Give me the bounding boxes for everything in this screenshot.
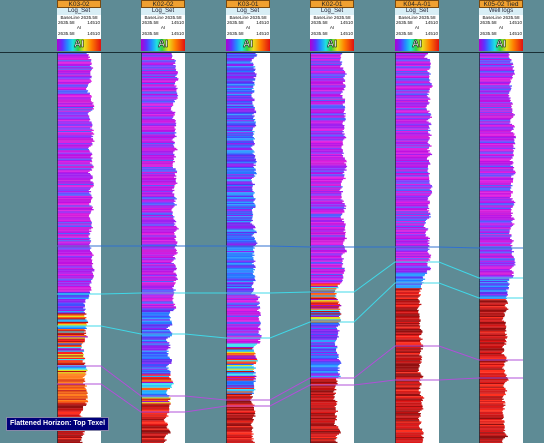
log-track: [395, 53, 439, 443]
horizon-line-cyan-lower[interactable]: [57, 282, 523, 339]
log-track: [141, 53, 185, 443]
baseline-label: BaseLine 2635.58: [60, 15, 98, 20]
scale-min: 2635.58: [311, 30, 328, 36]
log-track: [57, 53, 101, 443]
scale-max: 14510: [171, 30, 184, 36]
scale-max: 14510: [425, 30, 438, 36]
well-info: BaseLine 2635.58 2635.58 14510 AI 2635.58…: [310, 15, 354, 39]
well-info: BaseLine 2635.58 2635.58 14510 AI 2635.58…: [57, 15, 101, 39]
color-scale-bar: AI: [226, 39, 270, 51]
log-set-name: Well logs: [479, 8, 523, 15]
color-scale-bar: AI: [141, 39, 185, 51]
horizon-line-blue[interactable]: [57, 245, 523, 249]
scale-min: 2635.58: [58, 30, 75, 36]
range-min: 2635.58: [311, 20, 328, 26]
header-divider: [0, 52, 544, 53]
range-max: 14510: [256, 20, 269, 26]
range-max: 14510: [87, 20, 100, 26]
well-panel-k03-01[interactable]: K03-01 Log_Set BaseLine 2635.58 2635.58 1…: [226, 0, 270, 443]
baseline-label: BaseLine 2635.58: [398, 15, 436, 20]
log-set-name: Log_Set: [141, 8, 185, 15]
horizon-line-magenta-lower[interactable]: [57, 377, 523, 413]
well-name[interactable]: K03-02: [57, 0, 101, 8]
range-min: 2635.58: [58, 20, 75, 26]
well-info: BaseLine 2635.58 2635.58 14510 AI 2635.58…: [479, 15, 523, 39]
log-set-name: Log_Set: [310, 8, 354, 15]
range-max: 14510: [509, 20, 522, 26]
log-set-name: Log_Set: [226, 8, 270, 15]
property-label: AI: [76, 25, 82, 31]
log-set-name: Log_Set: [395, 8, 439, 15]
color-scale-bar: AI: [479, 39, 523, 51]
property-label: AI: [414, 25, 420, 31]
color-scale-bar: AI: [310, 39, 354, 51]
baseline-label: BaseLine 2635.58: [313, 15, 351, 20]
well-name[interactable]: K03-01: [226, 0, 270, 8]
scale-max: 14510: [340, 30, 353, 36]
well-header: K04-A-01 Log_Set BaseLine 2635.58 2635.5…: [395, 0, 439, 52]
scale-min: 2635.58: [396, 30, 413, 36]
range-max: 14510: [340, 20, 353, 26]
horizon-line-magenta-upper[interactable]: [57, 345, 523, 401]
baseline-label: BaseLine 2635.58: [144, 15, 182, 20]
baseline-label: BaseLine 2635.58: [229, 15, 267, 20]
well-header: K02-02 Log_Set BaseLine 2635.58 2635.58 1…: [141, 0, 185, 52]
scale-max: 14510: [509, 30, 522, 36]
scale-min: 2635.58: [227, 30, 244, 36]
color-scale-label: AI: [243, 39, 254, 51]
well-info: BaseLine 2635.58 2635.58 14510 AI 2635.58…: [226, 15, 270, 39]
scale-max: 14510: [87, 30, 100, 36]
property-label: AI: [329, 25, 335, 31]
property-label: AI: [498, 25, 504, 31]
color-scale-label: AI: [158, 39, 169, 51]
well-name[interactable]: K02-01: [310, 0, 354, 8]
log-track: [226, 53, 270, 443]
color-scale-bar: AI: [57, 39, 101, 51]
property-label: AI: [245, 25, 251, 31]
flattened-horizon-label: Flattened Horizon: Top Texel: [6, 417, 110, 431]
color-scale-label: AI: [74, 39, 85, 51]
scale-min: 2635.58: [142, 30, 159, 36]
range-max: 14510: [171, 20, 184, 26]
color-scale-label: AI: [327, 39, 338, 51]
scale-min: 2635.58: [480, 30, 497, 36]
log-set-name: Log_Set: [57, 8, 101, 15]
well-name[interactable]: K02-02: [141, 0, 185, 8]
well-header: K02-01 Log_Set BaseLine 2635.58 2635.58 1…: [310, 0, 354, 52]
well-info: BaseLine 2635.58 2635.58 14510 AI 2635.58…: [141, 15, 185, 39]
baseline-label: BaseLine 2635.58: [482, 15, 520, 20]
property-label: AI: [160, 25, 166, 31]
horizon-line-cyan-upper[interactable]: [57, 261, 523, 295]
color-scale-bar: AI: [395, 39, 439, 51]
range-min: 2635.58: [396, 20, 413, 26]
well-header: K03-02 Log_Set BaseLine 2635.58 2635.58 1…: [57, 0, 101, 52]
well-panel-k02-02[interactable]: K02-02 Log_Set BaseLine 2635.58 2635.58 1…: [141, 0, 185, 443]
color-scale-label: AI: [496, 39, 507, 51]
well-panel-k04-a-01[interactable]: K04-A-01 Log_Set BaseLine 2635.58 2635.5…: [395, 0, 439, 443]
well-panel-k03-02[interactable]: K03-02 Log_Set BaseLine 2635.58 2635.58 1…: [57, 0, 101, 443]
range-min: 2635.58: [142, 20, 159, 26]
scale-max: 14510: [256, 30, 269, 36]
range-max: 14510: [425, 20, 438, 26]
well-header: K05-02 Tied Well logs BaseLine 2635.58 2…: [479, 0, 523, 52]
well-info: BaseLine 2635.58 2635.58 14510 AI 2635.58…: [395, 15, 439, 39]
range-min: 2635.58: [480, 20, 497, 26]
well-header: K03-01 Log_Set BaseLine 2635.58 2635.58 1…: [226, 0, 270, 52]
range-min: 2635.58: [227, 20, 244, 26]
well-name[interactable]: K04-A-01: [395, 0, 439, 8]
well-name[interactable]: K05-02 Tied: [479, 0, 523, 8]
color-scale-label: AI: [412, 39, 423, 51]
